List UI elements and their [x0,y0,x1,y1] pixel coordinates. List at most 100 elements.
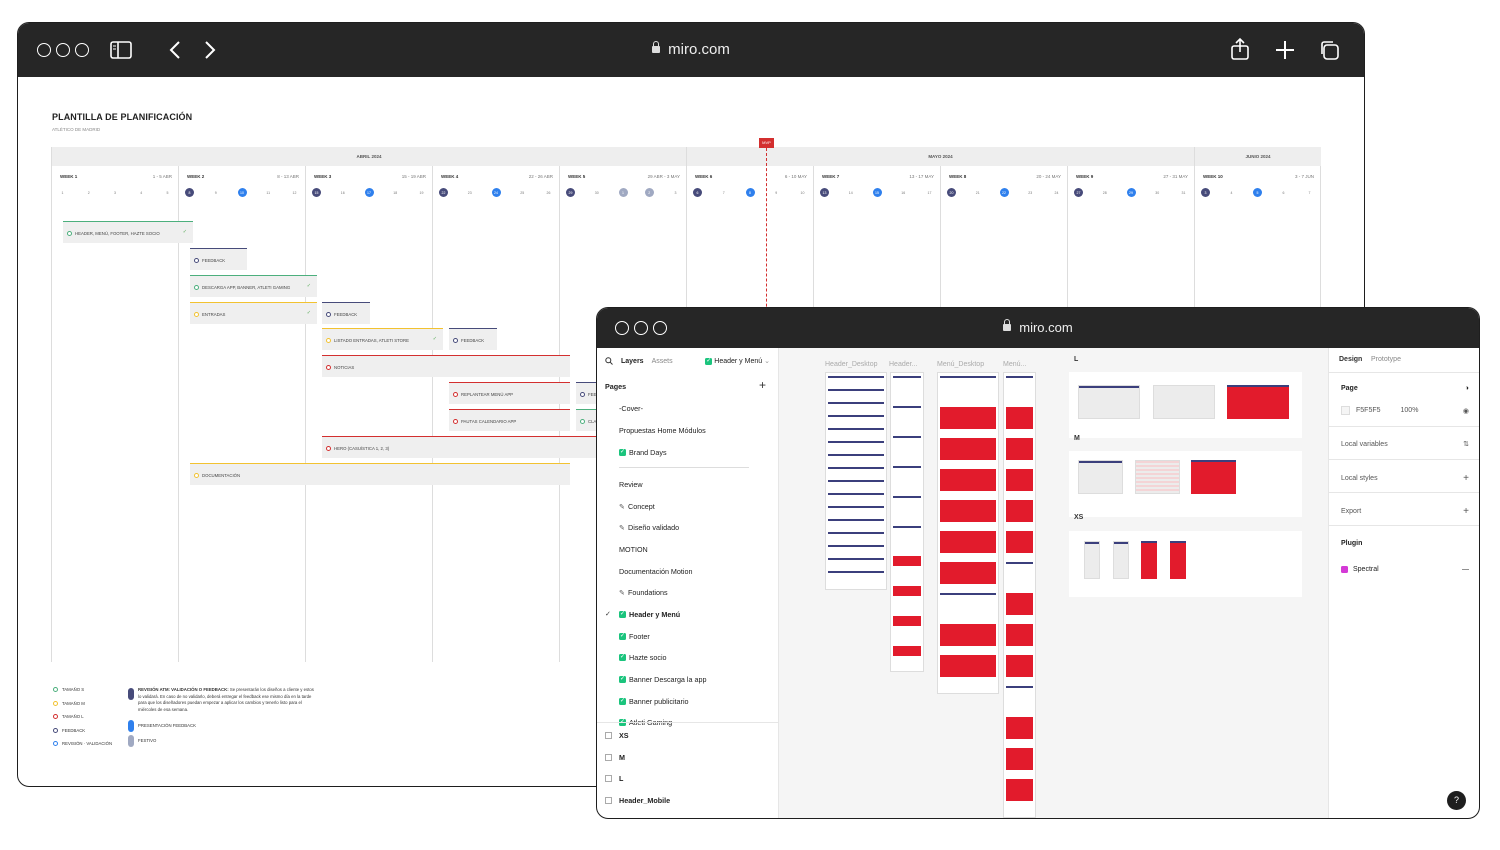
task-bar[interactable]: CLA [576,409,596,431]
l-thumb-1[interactable] [1078,385,1140,419]
maximize-dot-icon[interactable] [653,321,667,335]
page-settings-icon[interactable]: ◑ [1464,385,1469,392]
page-item[interactable]: -Cover- [619,404,643,413]
back-icon[interactable] [169,40,181,60]
m-thumb-3[interactable] [1191,460,1236,494]
tabs-overview-icon[interactable] [1318,39,1340,61]
task-bar[interactable]: FEEDBACK [322,302,370,324]
export-row[interactable]: Export + [1341,506,1469,517]
page-item[interactable]: ✎ Concept [619,502,655,511]
task-bar[interactable]: FEE [576,382,596,404]
task-bar[interactable]: FEEDBACK [190,248,247,270]
page-item[interactable]: MOTION [619,545,648,554]
local-styles-row[interactable]: Local styles + [1341,473,1469,484]
task-bar[interactable]: DESCARGA APP, BANNER, ATLETI GAMING ✓ [190,275,317,297]
page-color-value[interactable]: F5F5F5 [1356,407,1381,414]
xs-thumb-4[interactable] [1170,541,1186,579]
add-page-icon[interactable]: + [759,378,767,392]
minimize-dot-icon[interactable] [634,321,648,335]
tab-prototype[interactable]: Prototype [1371,356,1401,363]
add-export-icon[interactable]: + [1463,506,1469,517]
day-marker: 26 [546,190,551,195]
address-bar-2[interactable]: miro.com [597,319,1479,335]
task-bar[interactable]: REPLANTEAR MENÚ APP [449,382,570,404]
task-bar[interactable]: NOTICIAS [322,355,570,377]
plugin-row[interactable]: Spectral — [1341,566,1469,573]
m-thumb-1[interactable] [1078,460,1123,494]
page-item[interactable]: Documentación Motion [619,567,693,576]
header-mobile-frame[interactable] [890,372,924,672]
frame-label-header-mobile[interactable]: Header... [889,361,918,368]
window-controls[interactable] [37,43,89,57]
layer-item[interactable]: Header_Mobile [605,796,670,805]
layer-item[interactable]: L [605,774,623,783]
minimize-dot-icon[interactable] [56,43,70,57]
page-item[interactable]: ✎ Foundations [619,588,668,597]
header-desktop-frame[interactable] [825,372,887,590]
pages-separator [619,467,749,468]
window-controls-2[interactable] [615,321,667,335]
current-page-selector[interactable]: ✓ Header y Menú ⌄ [705,357,770,365]
search-icon[interactable] [605,357,613,365]
layer-item[interactable]: XS [605,731,629,740]
day-marker: 3 [114,190,116,195]
xs-thumb-1[interactable] [1084,541,1100,579]
remove-plugin-icon[interactable]: — [1462,566,1469,573]
task-bar[interactable]: HERO (CASUÍSTICA 1, 2, 3) [322,436,602,458]
frame-label-header-desktop[interactable]: Header_Desktop [825,361,878,368]
color-swatch[interactable] [1341,406,1350,415]
l-thumb-2[interactable] [1153,385,1215,419]
page-item[interactable]: ✓ Header y Menú [619,610,680,619]
page-item[interactable]: ✎ Diseño validado [619,523,679,532]
page-item[interactable]: ✓ Banner Descarga la app [619,675,707,684]
design-canvas[interactable]: Header_Desktop Header... Menú_Desktop Me… [779,348,1328,818]
close-dot-icon[interactable] [615,321,629,335]
sidebar-icon[interactable] [110,41,132,59]
page-item[interactable]: ✓ Banner publicitario [619,697,689,706]
task-bar[interactable]: PAUTAS CALENDARIO APP [449,409,570,431]
red-screen-thumb [1006,748,1033,770]
share-icon[interactable] [1230,37,1250,61]
day-marker: 30 [1155,190,1160,195]
task-bar[interactable]: HEADER, MENÚ, FOOTER, HAZTE SOCIO ✓ [63,221,193,243]
page-item[interactable]: ✓ Footer [619,632,650,641]
day-marker: 29 [1126,188,1136,197]
task-bar[interactable]: ENTRADAS ✓ [190,302,317,324]
tab-design[interactable]: Design [1339,356,1363,363]
page-opacity-value[interactable]: 100% [1400,407,1419,414]
local-variables-row[interactable]: Local variables ⇅ [1341,440,1469,449]
tab-layers[interactable]: Layers [621,357,644,365]
screen-thumb [940,376,996,398]
pencil-icon: ✎ [619,502,626,511]
screen-thumb [828,506,884,512]
layer-item[interactable]: M [605,753,625,762]
new-tab-icon[interactable] [1275,40,1295,60]
xs-thumb-2[interactable] [1113,541,1129,579]
add-style-icon[interactable]: + [1463,473,1469,484]
menu-desktop-frame[interactable] [937,372,999,694]
close-dot-icon[interactable] [37,43,51,57]
task-bar[interactable]: LISTADO ENTRADAS, ATLETI STORE ✓ [322,328,443,350]
page-item[interactable]: Review [619,480,643,489]
page-color-row[interactable]: F5F5F5 100% ◉ [1341,406,1469,415]
legend-label: REVISIÓN · VALIDACIÓN [62,741,113,746]
visibility-eye-icon[interactable]: ◉ [1462,407,1469,415]
xs-thumb-3[interactable] [1141,541,1157,579]
page-item[interactable]: ✓ Brand Days [619,448,667,457]
m-thumb-2[interactable] [1135,460,1180,494]
address-bar[interactable]: miro.com [18,41,1364,58]
page-item[interactable]: ✓ Hazte socio [619,653,667,662]
frame-label-menu-mobile[interactable]: Menú... [1003,361,1027,368]
page-item[interactable]: Propuestas Home Módulos [619,426,706,435]
task-bar[interactable]: FEEDBACK [449,328,497,350]
task-bar[interactable]: DOCUMENTACIÓN [190,463,570,485]
forward-icon[interactable] [204,40,216,60]
help-button[interactable]: ? [1447,791,1466,810]
tab-assets[interactable]: Assets [651,357,673,365]
milestone-flag[interactable]: MVP [759,138,774,148]
l-thumb-3[interactable] [1227,385,1289,419]
variables-adjust-icon[interactable]: ⇅ [1463,441,1469,448]
maximize-dot-icon[interactable] [75,43,89,57]
menu-mobile-frame[interactable] [1003,372,1036,818]
frame-label-menu-desktop[interactable]: Menú_Desktop [937,361,985,368]
